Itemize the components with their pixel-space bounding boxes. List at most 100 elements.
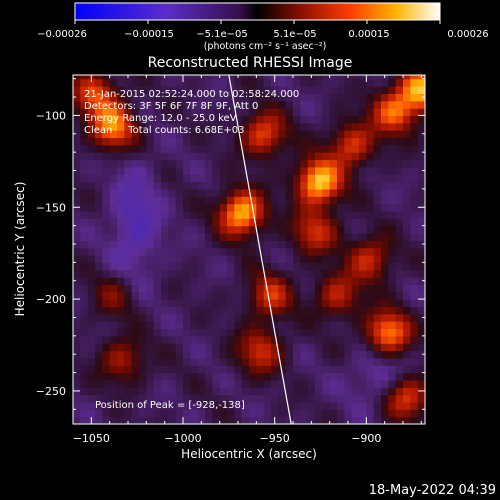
- heatmap-cell: [351, 291, 360, 300]
- heatmap-cell: [403, 372, 411, 381]
- heatmap-cell: [307, 299, 316, 308]
- heatmap-cell: [256, 196, 265, 205]
- heatmap-cell: [300, 299, 309, 308]
- heatmap-cell: [153, 321, 162, 330]
- heatmap-cell: [359, 247, 367, 256]
- heatmap-cell: [87, 115, 96, 124]
- heatmap-cell: [102, 291, 111, 300]
- heatmap-cell: [300, 188, 309, 197]
- heatmap-cell: [109, 137, 118, 146]
- heatmap-cell: [410, 152, 419, 161]
- heatmap-cell: [131, 159, 140, 168]
- heatmap-cell: [175, 115, 184, 124]
- heatmap-cell: [234, 255, 243, 263]
- heatmap-cell: [373, 313, 382, 322]
- heatmap-cell: [219, 108, 228, 117]
- heatmap-cell: [300, 313, 309, 322]
- heatmap-cell: [73, 196, 81, 205]
- heatmap-cell: [403, 108, 411, 117]
- heatmap-cell: [395, 269, 404, 278]
- heatmap-cell: [139, 130, 147, 139]
- heatmap-cell: [117, 409, 125, 418]
- heatmap-cell: [80, 188, 89, 197]
- heatmap-cell: [212, 166, 221, 175]
- heatmap-cell: [300, 78, 309, 87]
- heatmap-cell: [351, 144, 360, 153]
- heatmap-cell: [351, 159, 360, 168]
- heatmap-cell: [87, 130, 96, 139]
- heatmap-cell: [227, 313, 235, 322]
- heatmap-cell: [227, 115, 235, 124]
- heatmap-cell: [80, 306, 89, 315]
- heatmap-cell: [153, 291, 162, 300]
- heatmap-cell: [175, 401, 184, 410]
- heatmap-cell: [146, 159, 155, 168]
- heatmap-cell: [395, 166, 404, 175]
- heatmap-cell: [263, 387, 272, 396]
- heatmap-cell: [117, 225, 125, 234]
- heatmap-cell: [73, 137, 81, 146]
- heatmap-cell: [183, 409, 191, 418]
- heatmap-cell: [234, 284, 243, 293]
- heatmap-cell: [80, 299, 89, 308]
- heatmap-cell: [329, 372, 338, 381]
- heatmap-cell: [124, 372, 133, 381]
- heatmap-cell: [403, 409, 411, 418]
- heatmap-cell: [410, 203, 419, 212]
- heatmap-cell: [190, 247, 199, 256]
- heatmap-cell: [373, 75, 382, 80]
- heatmap-cell: [212, 115, 221, 124]
- heatmap-cell: [73, 416, 81, 424]
- heatmap-cell: [410, 299, 419, 308]
- heatmap-cell: [146, 255, 155, 263]
- heatmap-cell: [307, 181, 316, 190]
- heatmap-cell: [139, 108, 147, 117]
- heatmap-cell: [315, 284, 323, 293]
- heatmap-cell: [219, 409, 228, 418]
- heatmap-cell: [285, 137, 294, 146]
- heatmap-cell: [124, 232, 133, 241]
- heatmap-cell: [351, 328, 360, 337]
- heatmap-cell: [322, 350, 331, 359]
- heatmap-cell: [271, 277, 279, 285]
- y-tick-label: −150: [36, 201, 66, 214]
- heatmap-cell: [366, 255, 375, 263]
- heatmap-cell: [219, 350, 228, 359]
- heatmap-cell: [227, 78, 235, 87]
- heatmap-cell: [241, 144, 250, 153]
- heatmap-cell: [249, 321, 257, 330]
- heatmap-cell: [205, 269, 213, 278]
- heatmap-cell: [234, 93, 243, 102]
- heatmap-cell: [95, 284, 103, 293]
- heatmap-cell: [263, 306, 272, 315]
- heatmap-cell: [234, 247, 243, 256]
- heatmap-cell: [293, 188, 301, 197]
- heatmap-cell: [190, 379, 199, 388]
- heatmap-cell: [307, 394, 316, 403]
- heatmap-cell: [227, 152, 235, 161]
- heatmap-cell: [219, 188, 228, 197]
- heatmap-cell: [131, 247, 140, 256]
- heatmap-cell: [410, 196, 419, 205]
- heatmap-cell: [410, 379, 419, 388]
- heatmap-cell: [80, 277, 89, 285]
- heatmap-cell: [403, 394, 411, 403]
- heatmap-cell: [197, 277, 206, 285]
- heatmap-cell: [212, 284, 221, 293]
- heatmap-cell: [403, 365, 411, 374]
- heatmap-cell: [256, 144, 265, 153]
- heatmap-cell: [329, 130, 338, 139]
- heatmap-cell: [87, 313, 96, 322]
- heatmap-cell: [410, 313, 419, 322]
- heatmap-cell: [227, 416, 235, 424]
- heatmap-cell: [183, 240, 191, 249]
- heatmap-cell: [263, 299, 272, 308]
- heatmap-cell: [219, 269, 228, 278]
- heatmap-cell: [139, 174, 147, 183]
- heatmap-cell: [80, 115, 89, 124]
- heatmap-cell: [417, 401, 425, 410]
- heatmap-cell: [146, 401, 155, 410]
- heatmap-cell: [234, 365, 243, 374]
- heatmap-cell: [197, 196, 206, 205]
- heatmap-cell: [300, 152, 309, 161]
